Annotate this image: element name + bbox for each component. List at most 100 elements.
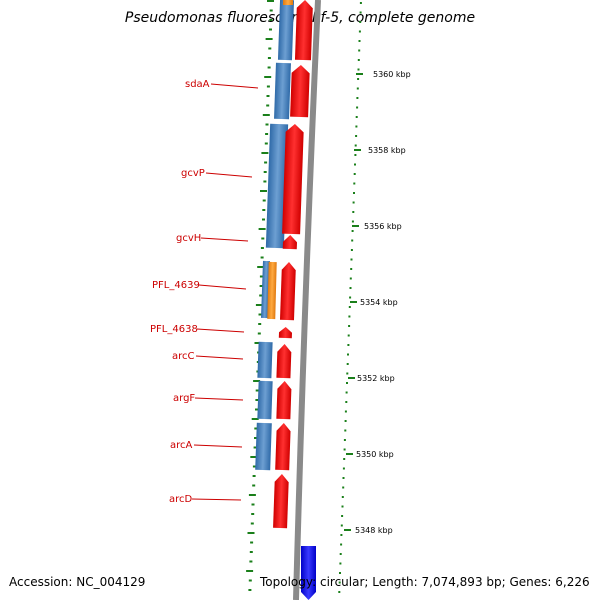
blue-feature[interactable] xyxy=(274,62,291,120)
outer-tick xyxy=(340,543,343,546)
gene-label-PFL_4638[interactable]: PFL_4638 xyxy=(150,324,198,335)
red-arrow-feature[interactable] xyxy=(279,262,296,321)
red-arrow-feature[interactable] xyxy=(294,0,313,61)
inner-tick xyxy=(246,570,254,572)
inner-tick xyxy=(249,560,253,563)
outer-tick xyxy=(357,59,360,61)
blue-feature[interactable] xyxy=(265,123,289,249)
outer-tick xyxy=(357,78,360,80)
outer-tick xyxy=(359,21,362,23)
accession-label: Accession: NC_004129 xyxy=(9,575,146,589)
inner-tick xyxy=(254,342,262,344)
gene-labels: sdaA gcvP gcvH PFL_4639 PFL_4638 arcC ar… xyxy=(150,79,259,505)
inner-tick xyxy=(262,209,266,211)
blue-feature[interactable] xyxy=(255,422,272,471)
red-arrow-feature[interactable] xyxy=(290,65,310,118)
gene-label-gcvH[interactable]: gcvH xyxy=(176,233,201,244)
outer-tick xyxy=(355,116,358,118)
inner-tick xyxy=(250,541,254,544)
blue-feature[interactable] xyxy=(257,380,273,420)
inner-tick xyxy=(253,380,261,382)
inner-tick xyxy=(267,66,271,69)
blue-feature[interactable] xyxy=(257,341,273,379)
outer-tick xyxy=(359,11,362,14)
gene-label-gcvP[interactable]: gcvP xyxy=(181,168,205,179)
label-leader-line xyxy=(198,284,247,290)
label-leader-line xyxy=(195,355,244,360)
gene-label-arcD[interactable]: arcD xyxy=(169,494,193,505)
outer-tick xyxy=(347,334,350,337)
gene-label-arcA[interactable]: arcA xyxy=(170,440,193,451)
outer-tick xyxy=(340,534,343,536)
outer-tick xyxy=(354,144,357,147)
scale-label: 5348 kbp xyxy=(355,526,393,535)
scale-major-tick xyxy=(344,529,351,531)
red-arrow-feature[interactable] xyxy=(273,474,289,529)
outer-tick xyxy=(339,572,341,574)
inner-tick xyxy=(261,152,269,154)
outer-tick xyxy=(359,2,362,4)
inner-tick xyxy=(255,399,259,401)
inner-tick xyxy=(267,57,271,59)
red-arrow-feature[interactable] xyxy=(282,124,304,235)
outer-tick xyxy=(346,372,349,375)
label-leader-line xyxy=(205,172,253,178)
inner-tick xyxy=(255,389,259,392)
red-arrow-feature[interactable] xyxy=(276,344,292,379)
gene-label-sdaA[interactable]: sdaA xyxy=(185,79,210,90)
scale-major-tick xyxy=(354,149,361,151)
outer-tick xyxy=(354,154,357,156)
blue-feature-track xyxy=(255,0,295,471)
red-arrow-feature[interactable] xyxy=(275,423,291,471)
outer-tick xyxy=(339,562,342,565)
outer-tick xyxy=(356,97,359,99)
scale-label: 5358 kbp xyxy=(368,146,406,155)
outer-tick xyxy=(349,296,352,299)
inner-tick xyxy=(264,76,272,78)
inner-tick xyxy=(268,47,272,50)
inner-tick-marks xyxy=(246,0,274,591)
outer-tick xyxy=(358,30,361,33)
scale-major-tick xyxy=(356,73,363,75)
inner-tick xyxy=(258,323,262,325)
inner-tick xyxy=(248,589,252,591)
outer-tick xyxy=(350,258,353,261)
gene-label-PFL_4639[interactable]: PFL_4639 xyxy=(152,280,200,291)
inner-tick xyxy=(259,275,263,278)
dark-blue-feature[interactable] xyxy=(301,546,316,600)
outer-tick xyxy=(356,106,359,109)
red-arrow-feature[interactable] xyxy=(282,235,297,250)
outer-tick xyxy=(358,49,361,52)
inner-tick xyxy=(257,332,261,335)
outer-tick xyxy=(346,363,349,365)
outer-tick xyxy=(341,505,344,508)
inner-tick xyxy=(255,408,258,411)
gene-label-arcC[interactable]: arcC xyxy=(172,351,195,362)
outer-tick xyxy=(353,182,356,185)
outer-tick xyxy=(351,230,354,232)
inner-tick xyxy=(258,228,266,230)
scale-label: 5354 kbp xyxy=(360,298,398,307)
inner-tick xyxy=(255,304,263,306)
orange-feature[interactable] xyxy=(283,0,293,5)
orange-feature[interactable] xyxy=(267,261,277,320)
outer-tick xyxy=(349,287,352,289)
label-leader-line xyxy=(191,498,242,501)
red-arrow-feature[interactable] xyxy=(278,327,292,339)
outer-tick xyxy=(358,40,361,42)
outer-tick xyxy=(341,515,344,517)
outer-tick xyxy=(348,306,351,308)
outer-tick xyxy=(347,353,349,356)
scale-major-tick xyxy=(352,225,359,227)
outer-tick xyxy=(353,192,355,194)
inner-tick xyxy=(263,180,267,183)
outer-tick-marks xyxy=(338,2,363,593)
scale-label: 5352 kbp xyxy=(357,374,395,383)
label-leader-line xyxy=(210,83,259,89)
scale-label: 5360 kbp xyxy=(373,70,411,79)
red-arrow-feature[interactable] xyxy=(276,381,292,420)
gene-label-argF[interactable]: argF xyxy=(173,393,195,404)
inner-tick xyxy=(260,190,267,192)
blue-feature[interactable] xyxy=(277,0,295,61)
outer-tick xyxy=(343,448,346,451)
